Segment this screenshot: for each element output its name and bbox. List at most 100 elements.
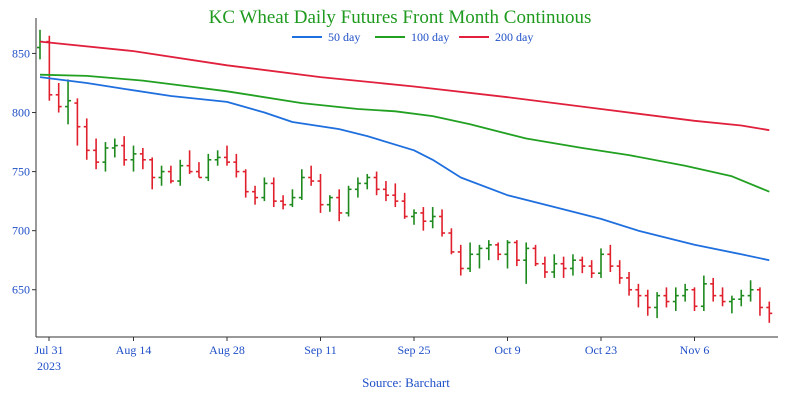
- price-bar: [317, 173, 324, 213]
- price-bar: [663, 287, 670, 308]
- price-bar: [738, 289, 745, 307]
- price-bar: [252, 185, 259, 205]
- price-bar: [83, 118, 90, 160]
- price-bar: [682, 283, 689, 302]
- source-note: Source: Barchart: [362, 375, 450, 390]
- y-tick-label: 850: [12, 46, 30, 60]
- price-bar: [167, 165, 174, 184]
- price-bar: [607, 244, 614, 273]
- price-bar: [336, 189, 343, 222]
- x-tick-label: Sep 25: [398, 343, 431, 357]
- ma200-line: [39, 40, 770, 132]
- price-bar: [644, 289, 651, 316]
- y-tick-label: 800: [12, 106, 30, 120]
- price-bar: [495, 242, 502, 261]
- legend: 50 day 100 day 200 day: [292, 30, 533, 44]
- price-bar: [616, 260, 623, 284]
- price-bar: [139, 147, 146, 170]
- legend-item-ma50: 50 day: [292, 30, 360, 44]
- price-bar: [523, 242, 530, 284]
- price-bars: [37, 29, 773, 323]
- price-bar: [719, 287, 726, 307]
- price-bar: [74, 98, 81, 146]
- price-bar: [476, 244, 483, 269]
- price-bar: [382, 181, 389, 202]
- legend-item-ma200: 200 day: [459, 30, 533, 44]
- price-bar: [672, 287, 679, 312]
- price-bar: [102, 142, 109, 172]
- price-bar: [270, 177, 277, 208]
- price-bar: [326, 195, 333, 212]
- x-tick-label: Oct 9: [494, 343, 520, 357]
- price-bar: [37, 29, 43, 60]
- price-bar: [588, 260, 595, 278]
- x-tick-label: Sep 11: [304, 343, 337, 357]
- price-bar: [158, 165, 165, 186]
- y-axis-ticks: 650 700 750 800 850: [12, 46, 36, 297]
- price-bar: [513, 240, 520, 267]
- price-bar: [635, 283, 642, 308]
- price-bar: [280, 195, 287, 210]
- price-bar: [186, 150, 193, 174]
- price-bar: [626, 272, 633, 296]
- price-bar: [233, 153, 240, 178]
- price-bar: [242, 169, 249, 198]
- price-bar: [364, 173, 371, 190]
- x-axis-ticks: Jul 31 2023 Aug 14 Aug 28 Sep 11 Sep 25 Oct 9 O…: [34, 337, 709, 373]
- price-bar: [654, 292, 661, 319]
- price-bar: [298, 169, 305, 200]
- price-bar: [289, 189, 296, 208]
- y-tick-label: 700: [12, 224, 30, 238]
- price-bar: [485, 240, 492, 261]
- price-bar: [224, 145, 230, 166]
- x-tick-label: Nov 6: [680, 343, 710, 357]
- x-tick-label: Aug 28: [209, 343, 245, 357]
- price-bar: [710, 277, 717, 302]
- price-bar: [504, 240, 511, 269]
- ma50-line: [39, 76, 770, 262]
- price-bar: [345, 185, 352, 217]
- legend-label-ma200: 200 day: [495, 30, 533, 44]
- x-tick-label: Oct 23: [585, 343, 617, 357]
- price-bar: [261, 177, 268, 202]
- price-bar: [569, 254, 576, 276]
- price-bar: [177, 159, 184, 186]
- x-tick-sublabel: 2023: [37, 359, 61, 373]
- price-bar: [756, 287, 763, 316]
- price-bar: [411, 209, 417, 225]
- price-bar: [205, 153, 212, 182]
- price-bar: [93, 138, 100, 170]
- price-bar: [700, 275, 707, 312]
- legend-label-ma50: 50 day: [328, 30, 360, 44]
- x-tick-label: Aug 14: [116, 343, 152, 357]
- price-bar: [467, 242, 474, 273]
- price-bar: [401, 192, 408, 219]
- price-bar: [560, 256, 567, 278]
- price-bar: [429, 207, 436, 229]
- price-bar: [111, 138, 118, 158]
- price-bar: [55, 82, 62, 113]
- price-bar: [448, 228, 455, 255]
- price-bar: [121, 136, 128, 166]
- price-bar: [766, 301, 773, 323]
- price-bar: [728, 295, 735, 314]
- price-bar: [392, 183, 399, 208]
- price-bar: [532, 244, 539, 267]
- price-bar: [551, 254, 558, 278]
- chart-title: KC Wheat Daily Futures Front Month Conti…: [209, 7, 592, 28]
- price-bar: [579, 256, 586, 274]
- price-bar: [214, 150, 221, 166]
- price-bar: [439, 209, 446, 237]
- price-bar: [747, 280, 754, 302]
- legend-label-ma100: 100 day: [411, 30, 449, 44]
- ma100-line: [39, 73, 770, 193]
- x-tick-label: Jul 31: [34, 343, 63, 357]
- price-bar: [149, 157, 156, 190]
- price-bar: [65, 79, 72, 125]
- price-bar: [130, 145, 137, 172]
- price-bar: [691, 287, 698, 312]
- y-tick-label: 750: [12, 165, 30, 179]
- moving-average-lines: [39, 40, 770, 262]
- price-bar: [195, 162, 202, 179]
